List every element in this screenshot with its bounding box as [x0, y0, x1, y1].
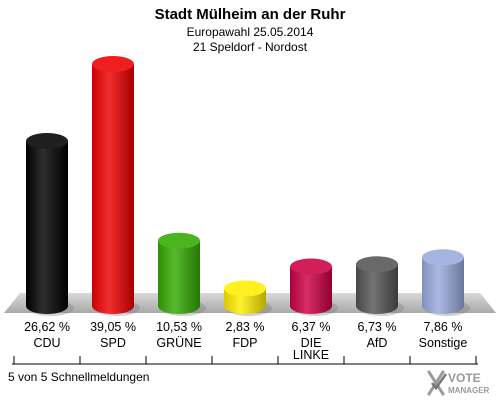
value-label: 7,86 % [424, 320, 463, 334]
value-label: 6,73 % [358, 320, 397, 334]
ballot-check-icon [427, 370, 448, 396]
bar-top [158, 232, 200, 249]
bar-top [224, 280, 266, 297]
value-label: 39,05 % [90, 320, 136, 334]
value-labels-group: 26,62 % 39,05 % 10,53 % 2,83 % 6,37 % 6,73 % 7… [24, 320, 462, 334]
bar-spd [92, 56, 140, 316]
footer-caption: 5 von 5 Schnellmeldungen [8, 370, 150, 384]
chart-subtitle: Europawahl 25.05.2014 [187, 25, 314, 39]
bars-group [26, 56, 470, 316]
value-label: 2,83 % [226, 320, 265, 334]
category-label: Sonstige [419, 336, 468, 350]
category-label: SPD [100, 336, 126, 350]
bar-body [92, 64, 134, 314]
value-label: 26,62 % [24, 320, 70, 334]
bar-body [356, 264, 398, 314]
bar-top [92, 56, 134, 72]
bar-top [26, 133, 68, 150]
bar-cdu [26, 133, 74, 316]
bar-sonstige [422, 249, 470, 316]
logo-word-vote: VOTE [448, 371, 481, 385]
bar-grüne [158, 232, 206, 316]
chart-title: Stadt Mülheim an der Ruhr [155, 6, 346, 23]
bar-fdp [224, 280, 272, 316]
category-label: DIE [301, 336, 322, 350]
chart-district: 21 Speldorf - Nordost [193, 40, 308, 54]
category-label: FDP [233, 336, 258, 350]
bar-top [356, 256, 398, 273]
value-label: 10,53 % [156, 320, 202, 334]
bar-top [422, 249, 464, 266]
bar-body [26, 141, 68, 314]
bar-body [422, 257, 464, 314]
bar-top [290, 258, 332, 275]
bar-body [290, 266, 332, 314]
category-label: AfD [367, 336, 388, 350]
category-label: LINKE [293, 348, 329, 362]
bar-die-linke [290, 258, 338, 316]
vote-manager-logo: VOTE MANAGER [427, 370, 490, 396]
value-label: 6,37 % [292, 320, 331, 334]
logo-word-manager: MANAGER [448, 386, 490, 395]
category-label: GRÜNE [156, 336, 201, 350]
bar-body [158, 240, 200, 314]
bar-afd [356, 256, 404, 316]
category-label: CDU [33, 336, 60, 350]
